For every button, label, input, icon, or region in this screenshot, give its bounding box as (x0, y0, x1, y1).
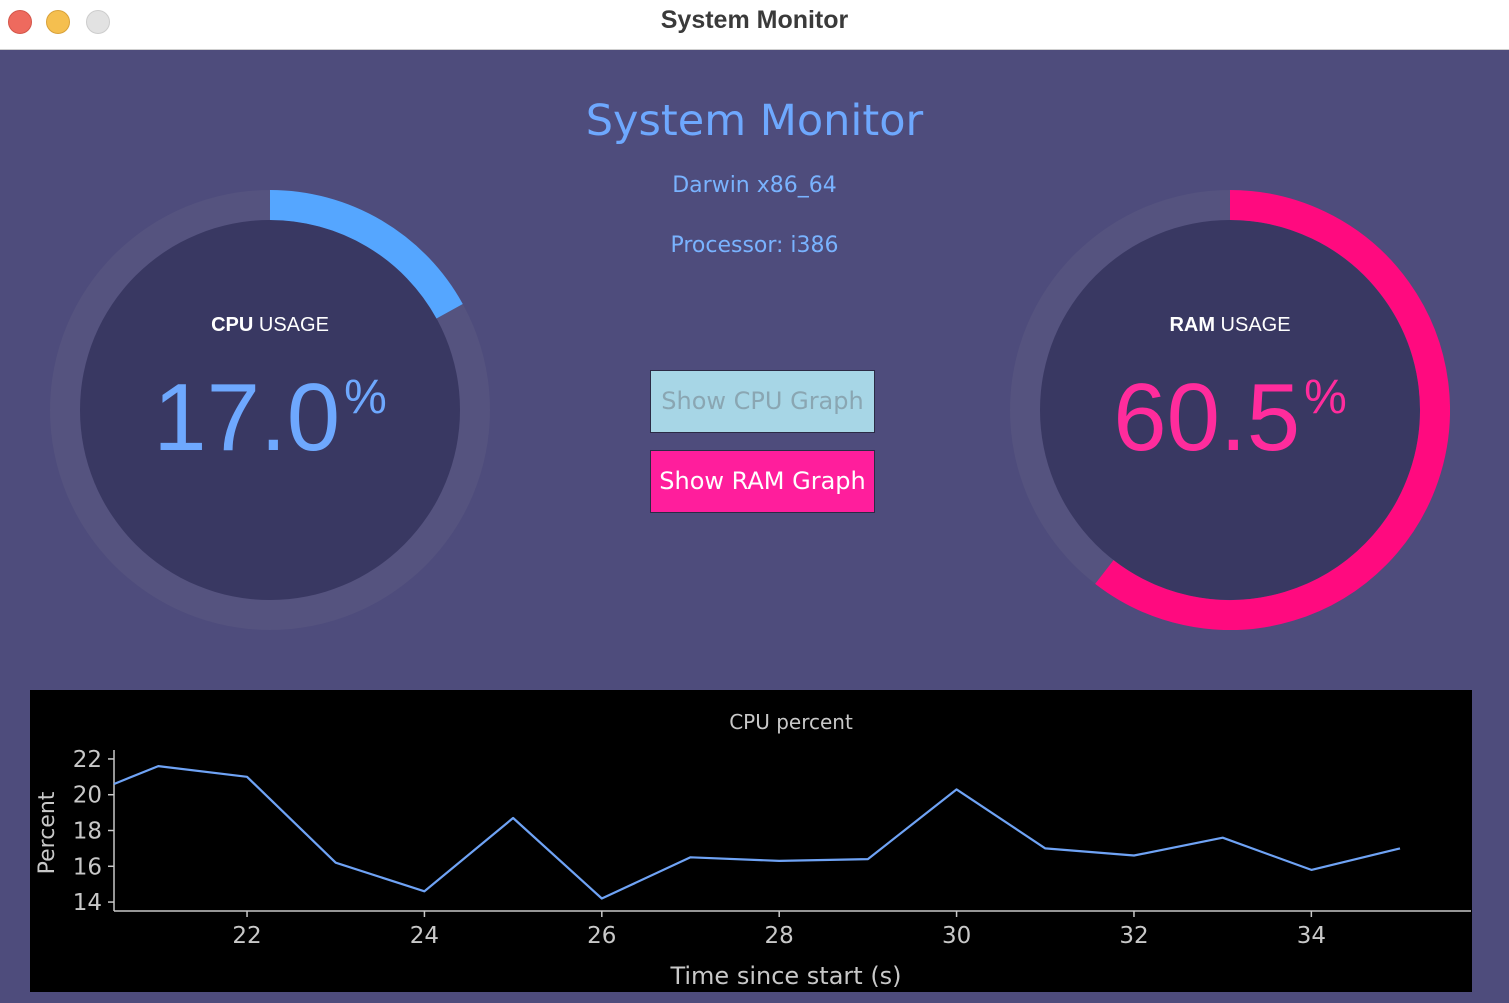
y-tick-label: 22 (73, 747, 102, 773)
ram-percent-unit: % (1304, 371, 1347, 424)
ram-usage-value: 60.5% (1010, 368, 1450, 468)
cpu-gauge-face (80, 220, 460, 600)
y-tick-label: 18 (73, 819, 102, 845)
zoom-window-button[interactable] (86, 10, 110, 34)
cpu-percent-number: 17.0 (153, 364, 341, 471)
cpu-label-rest: USAGE (253, 314, 329, 336)
ram-gauge-face (1040, 220, 1420, 600)
ram-label-bold: RAM (1169, 314, 1215, 336)
x-tick-label: 32 (1119, 923, 1148, 949)
close-window-button[interactable] (8, 10, 32, 34)
cpu-gauge-ring (50, 190, 490, 630)
os-info: Darwin x86_64 (672, 173, 837, 198)
app-title: System Monitor (585, 96, 924, 146)
x-tick-label: 22 (232, 923, 261, 949)
ram-gauge-ring (1010, 190, 1450, 630)
y-tick-label: 20 (73, 783, 102, 809)
ram-gauge-arc (1095, 190, 1450, 630)
ram-gauge: RAM USAGE 60.5% (1010, 190, 1450, 630)
ram-usage-label: RAM USAGE (1010, 314, 1450, 337)
x-tick-label: 28 (765, 923, 794, 949)
x-tick-label: 26 (587, 923, 616, 949)
ram-percent-number: 60.5 (1113, 364, 1301, 471)
cpu-gauge-arc (269, 190, 463, 319)
cpu-graph-panel: CPU percent Percent Time since start (s)… (30, 690, 1472, 992)
window-title: System Monitor (660, 6, 849, 34)
y-axis-label: Percent (35, 791, 60, 874)
cpu-usage-value: 17.0% (50, 368, 490, 468)
title-bar: System Monitor (0, 0, 1509, 50)
x-tick-label: 24 (410, 923, 439, 949)
show-cpu-graph-button[interactable]: Show CPU Graph (650, 370, 875, 433)
show-ram-graph-button[interactable]: Show RAM Graph (650, 450, 875, 513)
cpu-series-line (113, 764, 1401, 900)
cpu-percent-unit: % (344, 371, 387, 424)
y-tick-label: 16 (73, 854, 102, 880)
processor-info: Processor: i386 (670, 233, 839, 258)
chart-title: CPU percent (729, 710, 853, 734)
minimize-window-button[interactable] (46, 10, 70, 34)
cpu-label-bold: CPU (211, 314, 254, 336)
x-axis-label: Time since start (s) (669, 962, 901, 990)
cpu-percent-chart: CPU percent Percent Time since start (s)… (35, 710, 1471, 990)
x-tick-label: 30 (942, 923, 971, 949)
y-tick-label: 14 (73, 890, 102, 916)
cpu-usage-label: CPU USAGE (50, 314, 490, 337)
ram-label-rest: USAGE (1214, 314, 1291, 336)
cpu-gauge: CPU USAGE 17.0% (50, 190, 490, 630)
x-tick-label: 34 (1297, 923, 1326, 949)
